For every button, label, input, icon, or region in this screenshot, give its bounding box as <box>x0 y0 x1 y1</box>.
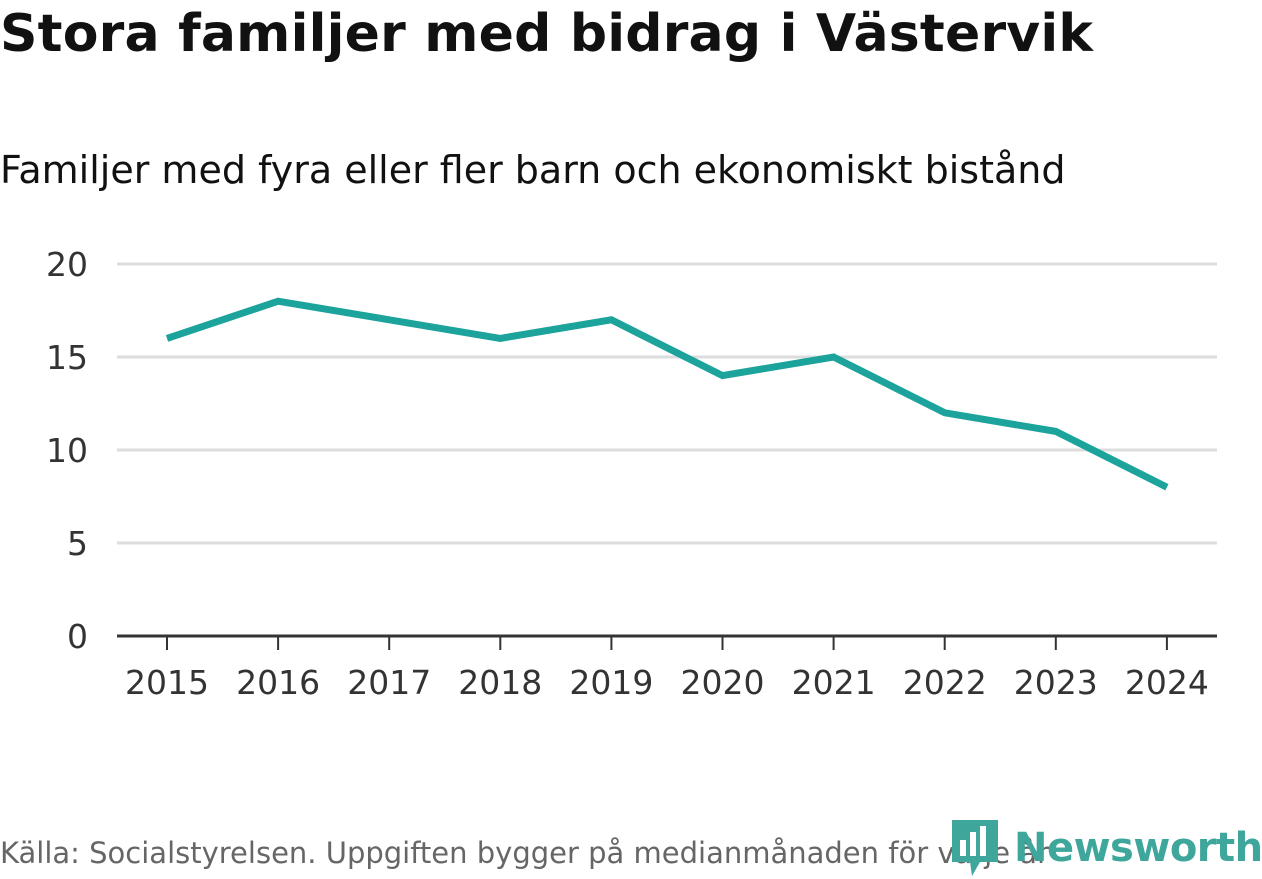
x-tick-label: 2018 <box>458 663 542 702</box>
x-tick-label: 2024 <box>1125 663 1209 702</box>
x-tick-label: 2021 <box>792 663 876 702</box>
line-chart: 0 5 10 15 20 2015 2016 2017 2018 2019 2020 2021 202… <box>46 245 1217 702</box>
y-tick-label: 0 <box>67 617 88 656</box>
x-axis-ticks: 2015 2016 2017 2018 2019 2020 2021 2022 2023 2024 <box>125 636 1209 702</box>
series-line <box>165 297 1169 491</box>
y-tick-label: 15 <box>46 338 88 377</box>
y-tick-label: 20 <box>46 245 88 284</box>
x-tick-label: 2022 <box>903 663 987 702</box>
x-tick-label: 2020 <box>681 663 765 702</box>
y-axis-ticks: 0 5 10 15 20 <box>46 245 88 656</box>
newsworthy-logo: Newsworthy <box>950 818 1262 878</box>
chart-title: Stora familjer med bidrag i Västervik <box>0 4 1094 64</box>
logo-text: Newsworthy <box>1014 825 1262 871</box>
source-note: Källa: Socialstyrelsen. Uppgiften bygger… <box>0 836 1049 870</box>
y-tick-label: 5 <box>67 524 88 563</box>
x-tick-label: 2016 <box>236 663 320 702</box>
x-tick-label: 2019 <box>569 663 653 702</box>
y-tick-label: 10 <box>46 431 88 470</box>
x-tick-label: 2017 <box>347 663 431 702</box>
x-tick-label: 2023 <box>1014 663 1098 702</box>
x-tick-label: 2015 <box>125 663 209 702</box>
newsworthy-logo-icon <box>952 820 998 876</box>
chart-subtitle: Familjer med fyra eller fler barn och ek… <box>0 148 1066 192</box>
gridlines <box>117 262 1217 545</box>
